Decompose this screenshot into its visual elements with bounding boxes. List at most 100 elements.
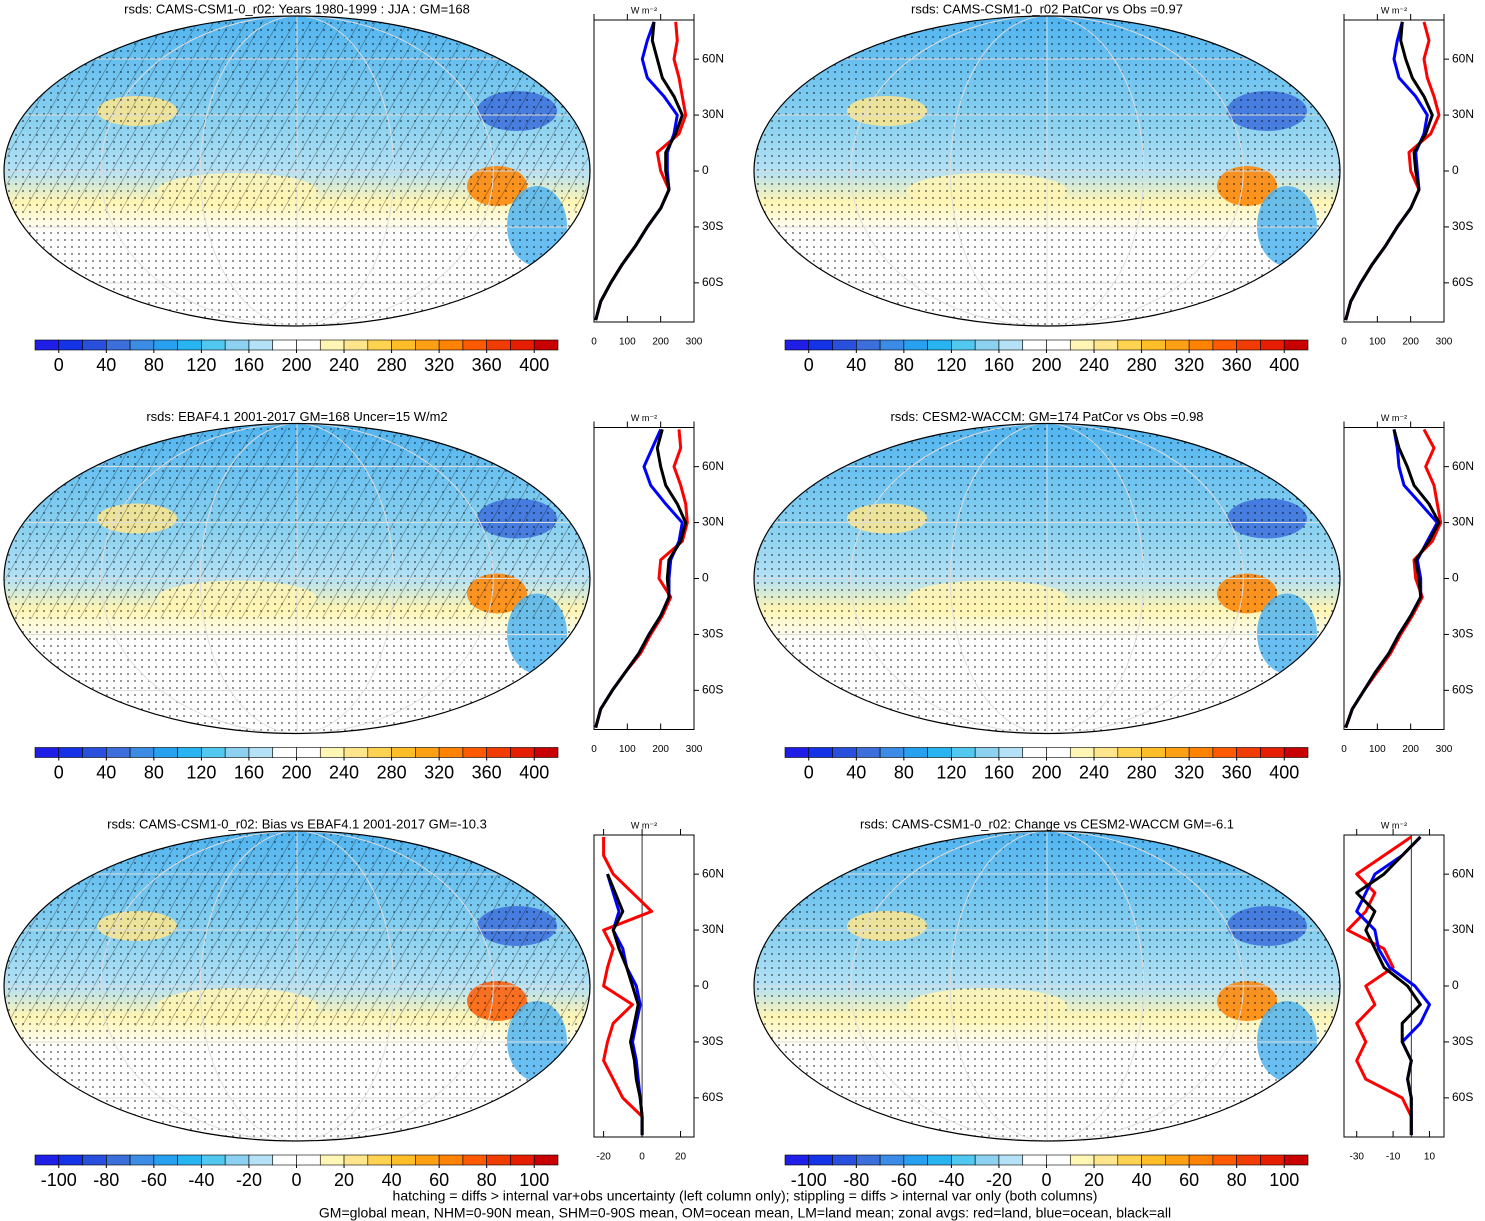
colorbar-label: 400 xyxy=(1269,762,1299,782)
colorbar-box xyxy=(82,747,107,758)
y-tick-label: 0 xyxy=(1452,571,1459,585)
colorbar-box xyxy=(1188,747,1214,758)
colorbar-box xyxy=(1093,747,1119,758)
colorbar-label: 360 xyxy=(1222,355,1252,375)
colorbar-box xyxy=(808,339,833,351)
colorbar-box xyxy=(201,339,226,351)
colorbar-label: 160 xyxy=(234,355,264,375)
colorbar-label: 20 xyxy=(334,1170,354,1190)
y-tick-label: 60N xyxy=(1452,51,1474,65)
colorbar-box xyxy=(974,1154,1000,1166)
x-tick-label: 100 xyxy=(619,337,636,348)
colorbar-box xyxy=(1069,339,1095,351)
zonal-line xyxy=(602,836,654,1136)
footer-line: GM=global mean, NHM=0-90N mean, SHM=0-90… xyxy=(319,1205,1171,1221)
colorbar-box xyxy=(415,747,440,758)
colorbar-label: 240 xyxy=(1079,355,1109,375)
colorbar-box xyxy=(998,1154,1024,1166)
panel-title: rsds: CAMS-CSM1-0_r02: Bias vs EBAF4.1 2… xyxy=(107,816,487,831)
y-tick-label: 0 xyxy=(1452,163,1459,177)
colorbar-box xyxy=(319,747,345,758)
colorbar-box xyxy=(951,1154,976,1166)
colorbar-box xyxy=(1236,1154,1261,1166)
colorbar-label: 40 xyxy=(1132,1170,1152,1190)
x-tick-label: 200 xyxy=(652,744,669,755)
colorbar-box xyxy=(34,747,60,758)
colorbar-box xyxy=(58,747,83,758)
panel: rsds: CAMS-CSM1-0_r02: Bias vs EBAF4.1 2… xyxy=(3,816,724,1190)
colorbar-box xyxy=(224,1154,250,1166)
colorbar-label: 80 xyxy=(144,355,164,375)
footer-line: hatching = diffs > internal var+obs unce… xyxy=(393,1188,1098,1204)
zonal-line xyxy=(1344,429,1439,729)
colorbar-label: 120 xyxy=(186,355,216,375)
colorbar-label: 0 xyxy=(54,762,64,782)
colorbar-box xyxy=(1022,747,1047,758)
colorbar-box xyxy=(879,747,905,758)
colorbar-box xyxy=(808,1154,833,1166)
colorbar-box xyxy=(1283,747,1309,758)
map-border xyxy=(3,830,591,1142)
colorbar-label: 100 xyxy=(1269,1170,1299,1190)
colorbar-box xyxy=(856,747,881,758)
colorbar-box xyxy=(343,1154,369,1166)
y-tick-label: 60S xyxy=(1452,1090,1473,1104)
colorbar-box xyxy=(319,1154,345,1166)
colorbar-box xyxy=(391,1154,416,1166)
colorbar-box xyxy=(106,339,131,351)
map xyxy=(4,831,590,1141)
colorbar-label: 80 xyxy=(1227,1170,1247,1190)
y-tick-label: 30N xyxy=(1452,515,1474,529)
x-tick-label: 100 xyxy=(1369,337,1386,348)
colorbar-box xyxy=(34,339,60,351)
colorbar-box xyxy=(533,339,559,351)
colorbar-box xyxy=(486,1154,511,1166)
colorbar-box xyxy=(319,339,345,351)
colorbar-box xyxy=(367,747,392,758)
colorbar-box xyxy=(177,747,202,758)
colorbar-label: -100 xyxy=(791,1170,827,1190)
x-tick-label: 0 xyxy=(591,744,597,755)
colorbar-label: 360 xyxy=(1222,762,1252,782)
colorbar-box xyxy=(879,339,905,351)
colorbar-label: -20 xyxy=(986,1170,1012,1190)
colorbar-box xyxy=(129,339,155,351)
zonal-frame xyxy=(1343,834,1445,1138)
y-tick-label: 0 xyxy=(702,978,709,992)
map-border xyxy=(753,15,1341,327)
colorbar-box xyxy=(951,747,976,758)
panel-title: rsds: CAMS-CSM1-0_r02 PatCor vs Obs =0.9… xyxy=(911,1,1183,16)
zonal-line xyxy=(594,429,689,728)
colorbar-box xyxy=(415,1154,440,1166)
x-tick-label: 300 xyxy=(1436,744,1453,755)
colorbar-label: 400 xyxy=(519,762,549,782)
y-tick-label: 0 xyxy=(702,163,709,177)
colorbar-label: 0 xyxy=(54,355,64,375)
colorbar-box xyxy=(153,1154,178,1166)
colorbar-label: -20 xyxy=(236,1170,262,1190)
colorbar-box xyxy=(1141,339,1166,351)
colorbar-box xyxy=(927,339,952,351)
zonal-unit: W m⁻² xyxy=(631,5,657,15)
colorbar-box xyxy=(462,339,487,351)
colorbar-label: -40 xyxy=(188,1170,214,1190)
colorbar-box xyxy=(391,747,416,758)
y-tick-label: 30S xyxy=(702,627,723,641)
y-tick-label: 0 xyxy=(702,571,709,585)
colorbar-label: 400 xyxy=(519,355,549,375)
x-tick-label: -30 xyxy=(1350,1152,1365,1163)
colorbar-label: 0 xyxy=(804,762,814,782)
zonal-line xyxy=(594,21,684,321)
colorbar-box xyxy=(415,339,440,351)
colorbar-box xyxy=(248,1154,274,1166)
y-tick-label: 60S xyxy=(702,275,723,289)
colorbar-box xyxy=(462,747,487,758)
colorbar-box xyxy=(1022,1154,1047,1166)
colorbar-box xyxy=(153,747,178,758)
colorbar-box xyxy=(998,747,1024,758)
colorbar-box xyxy=(391,339,416,351)
colorbar-box xyxy=(296,339,321,351)
y-tick-label: 30N xyxy=(1452,922,1474,936)
colorbar-box xyxy=(272,339,297,351)
colorbar-box xyxy=(903,1154,928,1166)
